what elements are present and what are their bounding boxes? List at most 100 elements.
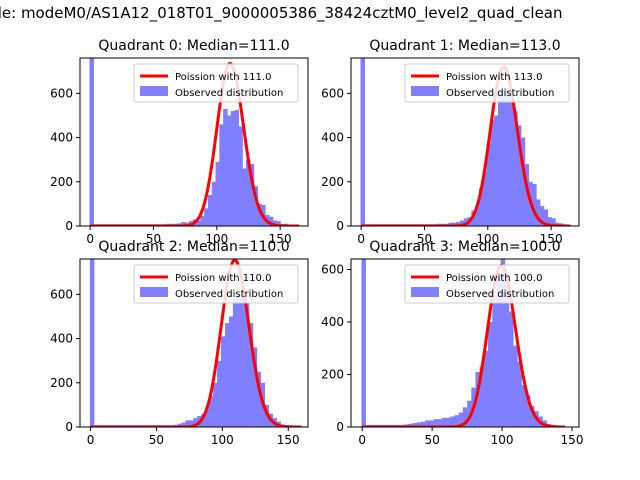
histogram-bar [249,164,255,226]
y-tick-label: 200 [321,368,344,382]
plot-area [360,58,571,226]
histogram-bar [242,168,247,226]
y-tick-label: 600 [321,86,344,100]
histogram-bar [471,210,476,226]
histogram-bar [458,412,464,427]
histogram-bar [433,419,438,427]
histogram-bar [89,58,94,226]
x-tick-label: 0 [87,433,95,447]
histogram-bar [217,360,222,427]
histogram-bar [547,217,552,226]
histogram-bar [492,298,497,427]
x-tick-label: 150 [269,232,292,246]
histogram-bar [200,216,205,226]
y-tick-label: 0 [65,420,73,434]
histogram-bar [181,222,186,226]
histogram-bar [276,221,281,226]
histogram-bar [226,115,232,226]
histogram-bar [429,420,434,427]
histogram-bar [252,347,258,427]
histogram-bar [196,220,202,226]
legend-swatch-observed [140,287,168,297]
y-tick-label: 200 [321,175,344,189]
histogram-bar [230,111,236,226]
subplot-title: Quadrant 2: Median=110.0 [98,239,289,255]
histogram-bar [223,108,228,226]
histogram-bar [524,164,530,226]
histogram-bar [177,423,183,427]
histogram-bar [253,186,259,226]
histogram-bar [504,285,510,427]
histogram-bar [554,222,560,226]
y-tick-label: 600 [50,86,73,100]
histogram-bar [535,199,541,226]
y-tick-label: 0 [336,420,344,434]
histogram-bar [478,188,484,226]
legend-box [404,63,570,103]
y-tick-label: 0 [336,219,344,233]
histogram-bar [520,137,526,226]
histogram-bar [209,396,214,427]
histogram-bar [462,407,468,427]
histogram-bar [238,126,243,226]
histogram-bar [228,316,234,427]
y-tick-label: 200 [50,175,73,189]
y-tick-label: 400 [50,131,73,145]
histogram-bar [496,274,501,427]
legend-box [133,264,299,304]
histogram-bar [425,420,430,427]
x-tick-label: 100 [476,232,499,246]
legend-swatch-observed [411,287,439,297]
legend-label-poisson: Poission with 110.0 [175,273,271,284]
y-tick-label: 600 [50,287,73,301]
histogram-bar [532,184,537,226]
x-tick-label: 0 [358,433,366,447]
x-tick-label: 50 [146,232,161,246]
histogram-bar [244,303,250,427]
histogram-bar [500,259,506,427]
x-tick-label: 50 [424,433,439,447]
histogram-bar [204,208,209,226]
legend: Poission with 111.0 Observed distribution [133,63,299,103]
histogram-bar [89,259,95,427]
histogram-bar [446,417,451,427]
histogram-bar [420,421,426,427]
histogram-bar [513,345,518,427]
legend-box [404,264,570,304]
y-tick-label: 400 [321,315,344,329]
legend: Poission with 110.0 Observed distribution [133,264,299,304]
figure-suptitle: n file: modeM0/AS1A12_018T01_9000005386_… [0,0,640,30]
poisson-curve [89,62,300,226]
histogram-bar [257,203,262,226]
histogram-bar [459,220,465,226]
legend-label-poisson: Poission with 113.0 [446,72,542,83]
axes-frame [79,258,309,428]
legend: Poission with 113.0 Observed distribution [404,63,570,103]
histogram-bar [221,336,226,427]
histogram-bar [213,382,218,427]
legend: Poission with 100.0 Observed distribution [404,264,570,304]
histogram-bar [483,350,489,427]
histogram-bar [181,422,186,427]
histogram-bar [488,322,493,427]
subplot-quadrant-1: 0 50 100 150 0 200 400 600 Quadrant 1: Median=11… [321,38,580,246]
histogram-bar [256,371,262,427]
histogram-bar [482,170,488,226]
axes-frame [350,57,580,227]
poisson-curve [362,264,566,427]
legend-label-observed: Observed distribution [175,289,283,300]
subplot-title: Quadrant 3: Median=100.0 [369,239,560,255]
legend-label-observed: Observed distribution [446,289,554,300]
plot-area [89,58,300,226]
histogram-bar [497,91,503,226]
x-tick-label: 150 [561,433,584,447]
histogram-bar [513,111,518,226]
histogram-bar [456,222,461,226]
histogram-bar [509,100,514,226]
histogram-bar [454,415,459,427]
x-tick-label: 0 [86,232,94,246]
histogram-bar [189,420,194,427]
histogram-bar [450,416,455,427]
histogram-bar [234,109,240,226]
